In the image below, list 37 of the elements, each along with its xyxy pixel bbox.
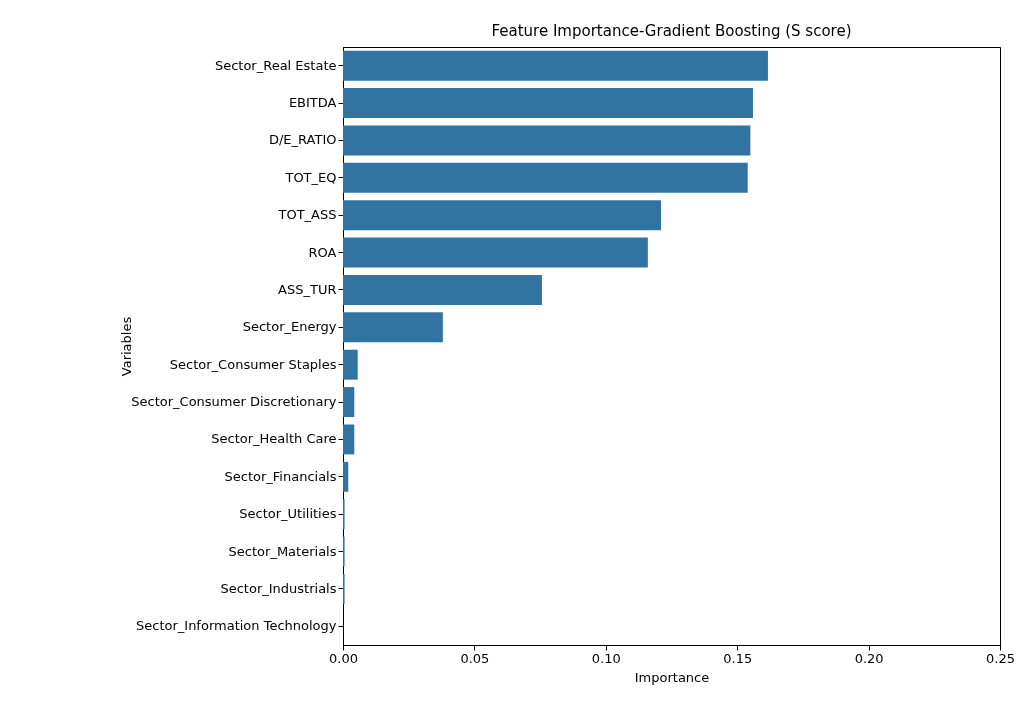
- bar: [343, 461, 349, 492]
- bar: [343, 125, 751, 156]
- y-tick-label: Sector_Real Estate: [214, 57, 337, 73]
- bar: [343, 312, 443, 343]
- bar: [343, 424, 355, 455]
- x-tick-label: 0.20: [854, 650, 884, 666]
- y-axis-title: Variables: [118, 316, 134, 377]
- x-axis-title: Importance: [634, 669, 710, 685]
- y-tick-label: Sector_Energy: [242, 319, 337, 335]
- y-tick-label: Sector_Health Care: [211, 431, 337, 447]
- x-tick-label: 0.05: [460, 650, 490, 666]
- y-tick-label: Sector_Materials: [228, 543, 337, 559]
- chart-title: Feature Importance-Gradient Boosting (S score): [491, 22, 852, 40]
- y-tick-label: ROA: [308, 244, 337, 260]
- bar: [343, 349, 358, 380]
- y-tick-label: Sector_Consumer Staples: [169, 356, 337, 372]
- x-tick-label: 0.25: [986, 650, 1015, 666]
- x-tick-label: 0.10: [591, 650, 621, 666]
- y-tick-label: TOT_EQ: [284, 169, 337, 185]
- bar: [343, 237, 648, 268]
- x-tick-label: 0.00: [329, 650, 358, 666]
- bar: [343, 162, 748, 193]
- y-tick-label: Sector_Utilities: [239, 506, 337, 522]
- y-tick-label: ASS_TUR: [278, 281, 337, 297]
- y-tick-label: Sector_Information Technology: [136, 618, 337, 634]
- y-tick-label: Sector_Industrials: [220, 580, 337, 596]
- y-tick-label: EBITDA: [288, 95, 337, 111]
- x-tick-label: 0.15: [723, 650, 753, 666]
- y-tick-label: TOT_ASS: [277, 207, 337, 223]
- bar: [343, 88, 753, 119]
- bar: [343, 200, 661, 231]
- bar: [343, 50, 768, 81]
- y-tick-label: D/E_RATIO: [268, 132, 337, 148]
- y-tick-label: Sector_Consumer Discretionary: [131, 394, 337, 410]
- bar: [343, 274, 542, 305]
- bar: [343, 387, 355, 418]
- y-tick-label: Sector_Financials: [224, 468, 337, 484]
